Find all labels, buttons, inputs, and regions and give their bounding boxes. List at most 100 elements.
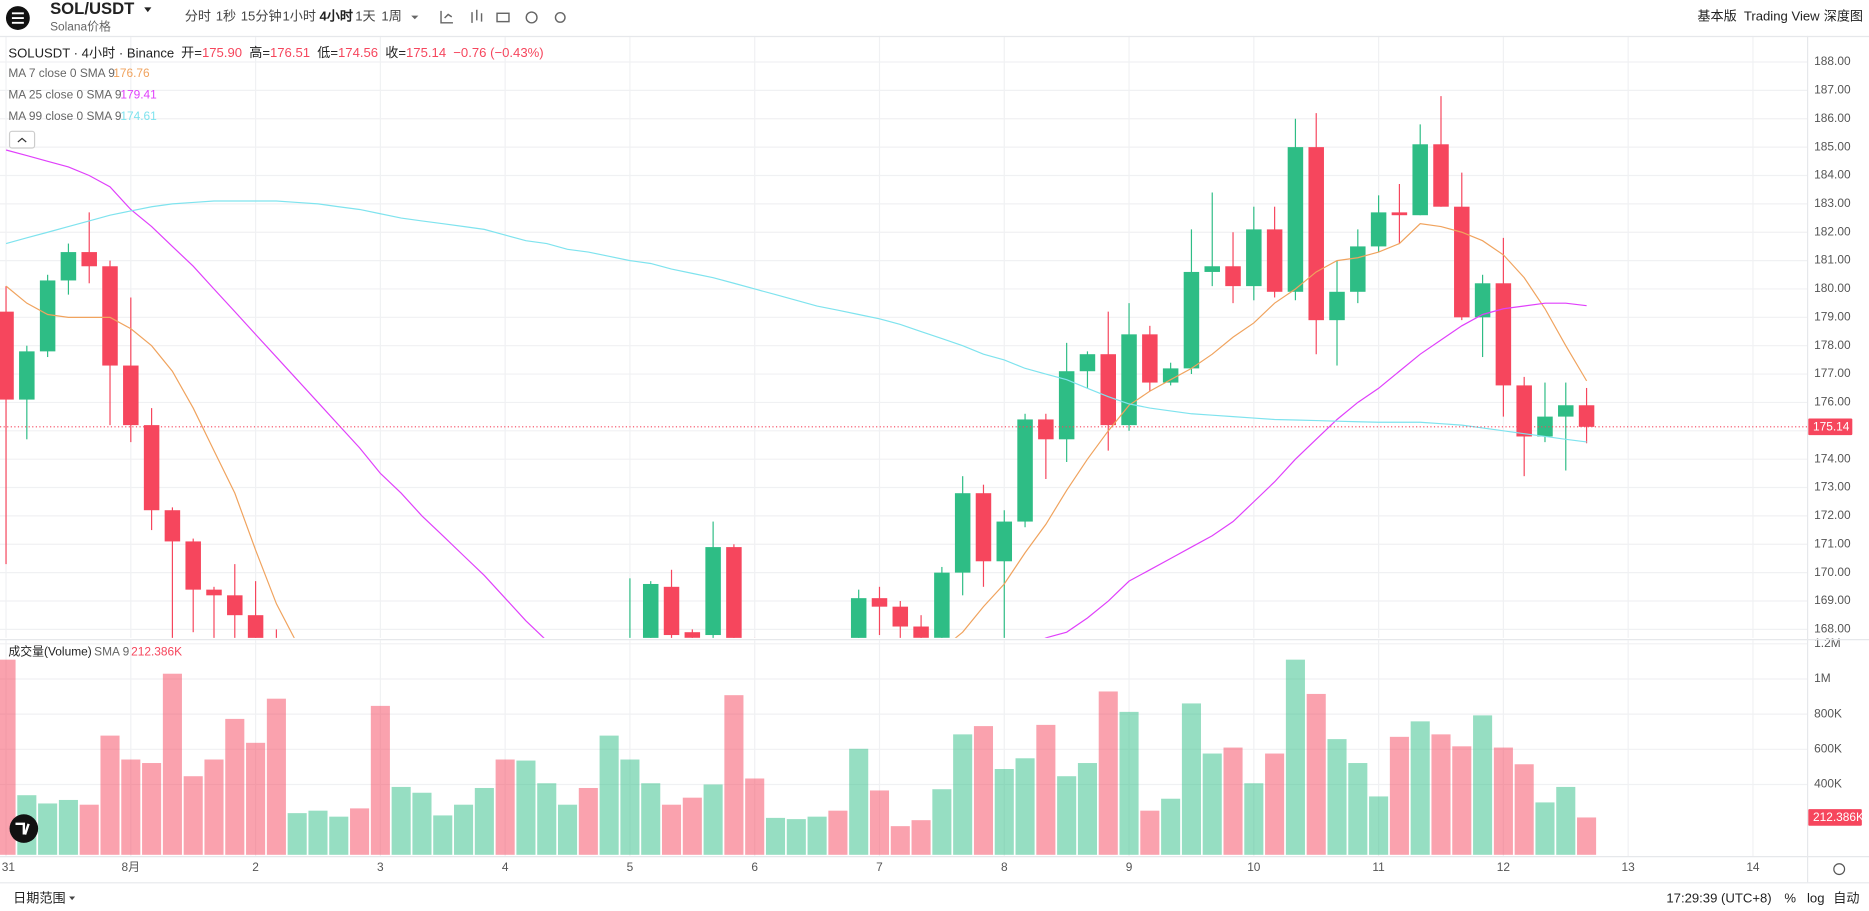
volume-bar (121, 759, 141, 855)
volume-legend-value: 212.386K (131, 644, 182, 658)
candle-body (19, 351, 35, 400)
candle-body (1246, 229, 1262, 287)
symbol[interactable]: SOL/USDT (50, 0, 134, 18)
interval-button[interactable]: 1周 (381, 8, 401, 23)
y-tick-label: 1M (1814, 671, 1831, 685)
date-range[interactable]: 日期范围 (13, 890, 65, 905)
ohlc-value: 176.51 (270, 45, 310, 60)
y-tick-label: 188.00 (1814, 54, 1851, 68)
interval-button[interactable]: 分时 (185, 8, 211, 23)
add-icon[interactable] (525, 11, 538, 24)
y-tick-label: 178.00 (1814, 338, 1851, 352)
volume-bar (1410, 721, 1430, 855)
x-tick-label: 8月 (122, 860, 141, 874)
volume-bar (578, 787, 598, 855)
volume-bar (204, 759, 224, 855)
collapse-caret[interactable] (17, 137, 27, 143)
volume-bar (828, 810, 848, 855)
ma-line (5, 149, 1587, 638)
volume-bar (183, 776, 203, 855)
view-button[interactable]: Trading View (1744, 8, 1820, 23)
interval-button[interactable]: 4小时 (319, 7, 353, 23)
candle-body (164, 510, 181, 542)
ohlc-label: 收= (385, 45, 406, 60)
volume-bar (38, 803, 58, 855)
interval-button[interactable]: 15分钟 (241, 7, 282, 23)
x-tick-label: 10 (1247, 860, 1261, 874)
settings-icon[interactable] (554, 11, 566, 23)
screenshot-icon[interactable] (496, 12, 510, 23)
volume-bar (474, 787, 494, 855)
candle-body (1266, 229, 1283, 292)
volume-bar (661, 804, 682, 855)
view-button[interactable]: 基本版 (1697, 8, 1736, 23)
volume-bar (495, 759, 515, 855)
x-tick-label: 12 (1497, 860, 1511, 874)
volume-bar (1535, 802, 1555, 855)
candle-body (1162, 368, 1179, 383)
volume-bar (599, 735, 619, 855)
volume-bar (329, 816, 349, 855)
volume-bar (745, 778, 765, 855)
date-range-caret[interactable] (69, 896, 76, 901)
ma-line (5, 223, 1588, 638)
volume-bar (1077, 763, 1097, 855)
y-tick-label: 187.00 (1814, 83, 1851, 97)
volume-bar (79, 804, 99, 855)
candle-body (1100, 354, 1116, 426)
candle-body (1495, 283, 1512, 386)
candle-body (206, 589, 222, 596)
ohlc-value: 175.90 (202, 45, 242, 60)
candle-body (975, 493, 992, 562)
ohlc-label: 开= (181, 45, 202, 60)
candle-body (143, 425, 160, 511)
volume-bar (1223, 747, 1243, 855)
more-intervals[interactable] (411, 15, 419, 20)
volume-bar (266, 698, 286, 855)
candle-body (996, 521, 1013, 562)
candle-body (0, 311, 14, 400)
y-tick-label: 181.00 (1814, 253, 1851, 267)
candle-body (1454, 206, 1470, 318)
x-tick-label: 9 (1126, 860, 1133, 874)
view-button[interactable]: 深度图 (1824, 8, 1863, 23)
symbol-caret[interactable] (144, 7, 152, 13)
ohlc-change: −0.76 (−0.43%) (453, 45, 543, 60)
volume-bar (765, 817, 786, 855)
volume-bar (454, 804, 474, 855)
volume-bar (370, 705, 390, 855)
candle-body (1308, 147, 1324, 321)
candle-body (954, 493, 971, 573)
y-tick-label: 600K (1814, 741, 1842, 755)
axis-settings[interactable] (1833, 863, 1846, 876)
ma-legend-name: MA 99 close 0 SMA 9 (8, 109, 122, 123)
chart-type-icon[interactable] (471, 9, 483, 23)
scale-button[interactable]: log (1807, 890, 1825, 905)
ma-legend-value: 179.41 (120, 88, 157, 102)
volume-bar (1556, 786, 1576, 855)
scale-button[interactable]: 自动 (1833, 890, 1859, 905)
candle-body (102, 266, 118, 366)
x-tick-label: 11 (1372, 860, 1385, 874)
y-tick-label: 182.00 (1814, 224, 1851, 238)
candle-body (1578, 405, 1595, 427)
scale-button[interactable]: % (1784, 890, 1796, 905)
volume-bar (433, 815, 453, 855)
interval-button[interactable]: 1天 (355, 8, 375, 23)
candle-body (1204, 266, 1220, 272)
ma-legend-value: 176.76 (113, 66, 150, 80)
collapse-button[interactable] (8, 130, 36, 149)
x-tick-label: 13 (1622, 860, 1636, 874)
interval-button[interactable]: 1小时 (282, 8, 316, 23)
y-tick-label: 168.00 (1814, 622, 1851, 636)
y-tick-label: 1.2M (1814, 636, 1840, 650)
volume-bar (537, 783, 557, 855)
indicator-icon[interactable] (440, 10, 453, 24)
x-tick-label: 5 (627, 860, 634, 874)
candle-body (1329, 291, 1345, 321)
volume-bar (1119, 711, 1139, 855)
volume-bar (1473, 715, 1493, 855)
interval-button[interactable]: 1秒 (216, 8, 236, 23)
volume-bar (994, 769, 1014, 855)
